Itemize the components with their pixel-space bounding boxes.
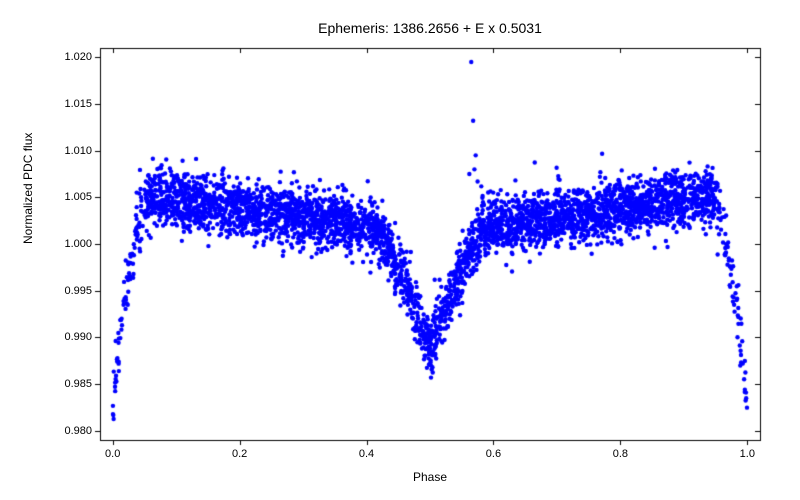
y-tick-label: 0.990 (64, 331, 92, 343)
x-tick-label: 0.8 (613, 448, 628, 460)
x-tick-label: 0.2 (232, 448, 247, 460)
chart-container: Ephemeris: 1386.2656 + E x 0.5031 Phase … (0, 0, 800, 500)
y-axis-label: Normalized PDC flux (21, 133, 35, 244)
y-tick-label: 1.015 (64, 98, 92, 110)
y-tick-label: 0.985 (64, 378, 92, 390)
x-axis-label: Phase (413, 470, 447, 484)
chart-title: Ephemeris: 1386.2656 + E x 0.5031 (318, 20, 542, 36)
x-tick-label: 1.0 (740, 448, 755, 460)
y-tick-label: 1.005 (64, 191, 92, 203)
x-tick-label: 0.6 (486, 448, 501, 460)
y-tick-label: 1.020 (64, 51, 92, 63)
y-tick-label: 1.010 (64, 145, 92, 157)
x-tick-label: 0.4 (359, 448, 374, 460)
x-tick-label: 0.0 (105, 448, 120, 460)
y-tick-label: 1.000 (64, 238, 92, 250)
scatter-plot-canvas (0, 0, 800, 500)
y-tick-label: 0.995 (64, 285, 92, 297)
y-tick-label: 0.980 (64, 425, 92, 437)
